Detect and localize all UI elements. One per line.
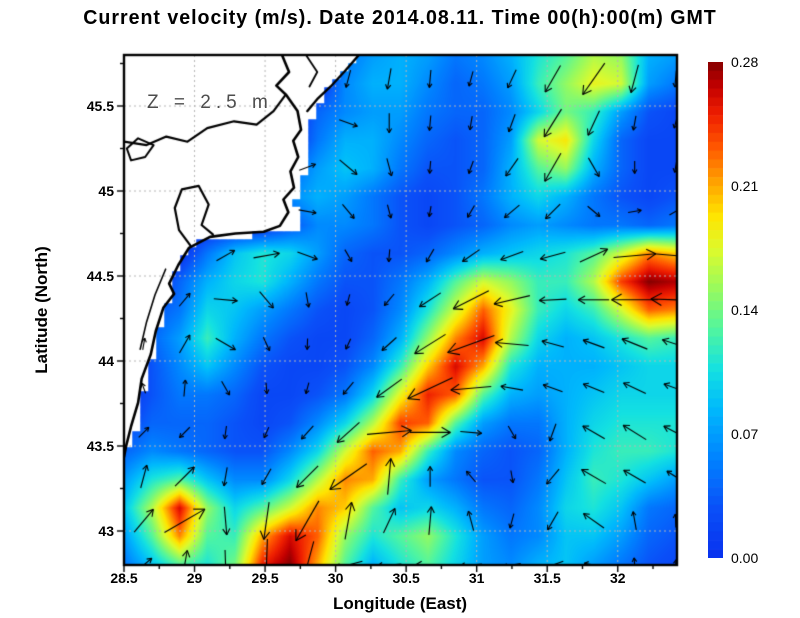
colorbar-tick-label: 0.28 (731, 54, 759, 70)
depth-annotation: Z = 2.5 m (147, 92, 273, 113)
y-tick-label: 45 (98, 183, 114, 199)
y-tick-label: 43.5 (86, 438, 114, 454)
colorbar-gradient (708, 62, 723, 558)
colorbar-tick-label: 0.07 (731, 426, 759, 442)
x-tick-label: 32 (609, 570, 626, 586)
x-tick-label: 30 (327, 570, 344, 586)
y-tick-label: 45.5 (86, 98, 114, 114)
colorbar-tick-label: 0.14 (731, 302, 759, 318)
figure-title: Current velocity (m/s). Date 2014.08.11.… (83, 7, 717, 29)
y-axis-label: Latitude (North) (32, 246, 51, 374)
x-tick-label: 29.5 (251, 570, 279, 586)
colorbar-tick-label: 0.00 (731, 550, 759, 566)
y-tick-label: 44.5 (86, 268, 114, 284)
x-axis-label: Longitude (East) (332, 594, 468, 613)
x-tick-label: 29 (186, 570, 203, 586)
colorbar-tick-label: 0.21 (731, 178, 759, 194)
x-tick-label: 31.5 (533, 570, 561, 586)
map-plot-canvas (116, 47, 686, 574)
x-tick-label: 31 (468, 570, 485, 586)
y-tick-label: 43 (98, 523, 114, 539)
x-tick-label: 30.5 (392, 570, 420, 586)
x-tick-label: 28.5 (110, 570, 138, 586)
y-tick-label: 44 (98, 353, 114, 369)
